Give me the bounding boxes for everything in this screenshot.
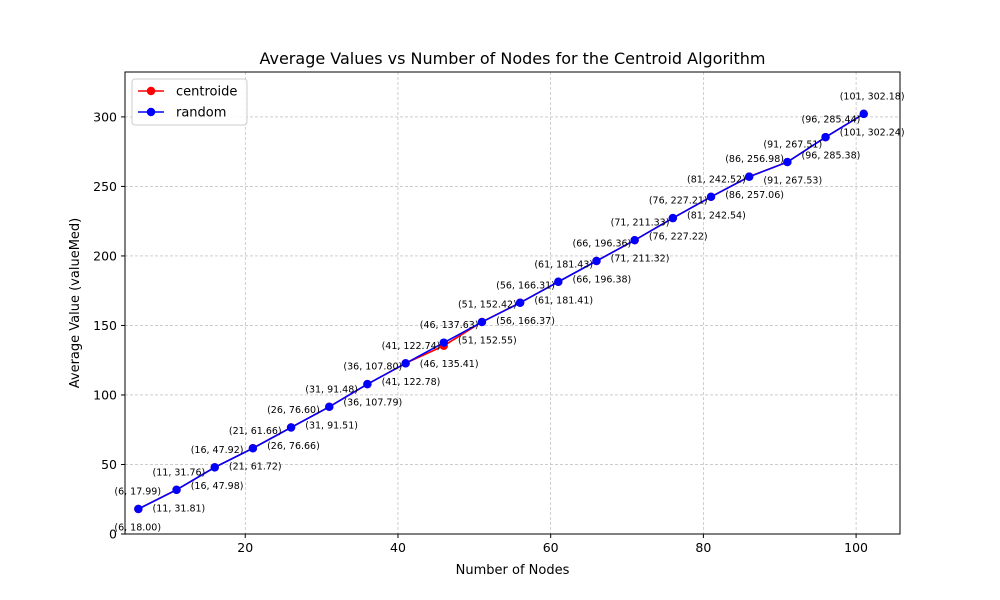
random-data-label: (66, 196.36): [572, 238, 631, 249]
y-tick-label: 250: [93, 179, 117, 194]
random-data-label: (81, 242.52): [687, 174, 746, 185]
random-point: [286, 423, 296, 432]
centroide-data-label: (26, 76.66): [267, 441, 320, 452]
centroide-data-label: (101, 302.24): [840, 127, 905, 138]
random-data-label: (76, 227.21): [649, 196, 708, 207]
random-data-label: (91, 267.51): [763, 140, 822, 151]
centroide-data-label: (46, 135.41): [420, 359, 479, 370]
centroide-data-label: (91, 267.53): [763, 176, 822, 187]
random-data-label: (11, 31.76): [153, 467, 206, 478]
axes-ticks: 20 40 60 80 100 0 50 100 150 200 250 300: [93, 109, 868, 555]
x-axis-title: Number of Nodes: [456, 563, 570, 578]
random-point: [630, 235, 639, 245]
random-point: [248, 444, 258, 453]
random-point: [210, 463, 219, 472]
random-data-label: (26, 76.60): [267, 405, 320, 416]
centroide-data-label: (66, 196.38): [572, 274, 631, 285]
random-data-label: (6, 17.99): [114, 486, 161, 497]
centroide-data-label: (71, 211.32): [611, 254, 670, 265]
legend-label-centroide: centroide: [176, 85, 237, 100]
y-tick-label: 100: [93, 387, 117, 402]
y-tick-label: 50: [101, 457, 117, 472]
random-point: [554, 277, 563, 286]
random-data-label: (51, 152.42): [458, 300, 517, 311]
random-point: [783, 157, 792, 167]
random-line: [138, 113, 865, 510]
random-point: [706, 192, 716, 202]
random-data-label: (16, 47.92): [191, 445, 244, 456]
random-data-label: (46, 137.63): [420, 320, 479, 331]
random-data-label: (61, 181.43): [534, 259, 593, 270]
centroide-data-label: (6, 18.00): [114, 522, 161, 533]
random-point: [172, 485, 181, 495]
random-data-label: (31, 91.48): [305, 384, 358, 395]
x-tick-label: 40: [390, 540, 406, 555]
random-point: [325, 402, 334, 412]
x-tick-label: 60: [543, 540, 559, 555]
random-data-label: (86, 256.98): [725, 154, 784, 165]
random-data-label: (36, 107.80): [343, 362, 402, 373]
legend-marker-random: [146, 107, 156, 117]
legend-marker-centroide: [146, 86, 156, 96]
random-point: [439, 338, 448, 347]
series: [134, 109, 868, 514]
x-tick-label: 80: [695, 540, 711, 555]
y-tick-label: 300: [93, 109, 117, 124]
x-tick-label: 20: [237, 540, 253, 555]
centroide-data-label: (76, 227.22): [649, 232, 708, 243]
y-tick-label: 150: [93, 318, 117, 333]
random-point: [515, 298, 525, 307]
centroide-data-label: (81, 242.54): [687, 210, 746, 221]
random-point: [668, 213, 678, 223]
centroide-data-label: (51, 152.55): [458, 335, 517, 346]
random-point: [592, 256, 601, 266]
random-point: [401, 359, 410, 368]
centroide-data-label: (21, 61.72): [229, 462, 282, 473]
random-point: [363, 379, 372, 389]
random-data-label: (56, 166.31): [496, 280, 555, 291]
legend-label-random: random: [176, 106, 226, 121]
annotations: (6, 18.00) (11, 31.81) (16, 47.98) (21, 61.…: [114, 91, 904, 533]
legend: centroide random: [131, 78, 248, 126]
random-point: [134, 504, 143, 514]
random-data-label: (41, 122.74): [382, 341, 441, 352]
y-tick-label: 0: [109, 527, 117, 542]
centroide-data-label: (36, 107.79): [343, 398, 402, 409]
y-axis-title: Average Value (valueMed): [68, 218, 83, 388]
chart-title: Average Values vs Number of Nodes for th…: [259, 49, 765, 68]
y-tick-label: 200: [93, 248, 117, 263]
random-data-label: (101, 302.18): [840, 91, 905, 102]
centroide-data-label: (11, 31.81): [153, 503, 206, 514]
random-point: [477, 317, 487, 327]
random-data-label: (21, 61.66): [229, 426, 282, 437]
centroide-data-label: (41, 122.78): [382, 377, 441, 388]
plot-area: [124, 71, 901, 535]
x-tick-label: 100: [844, 540, 868, 555]
random-data-label: (71, 211.33): [611, 218, 670, 229]
centroide-data-label: (96, 285.38): [802, 151, 861, 162]
random-point: [821, 132, 830, 142]
centroide-data-label: (16, 47.98): [191, 481, 244, 492]
centroide-data-label: (61, 181.41): [534, 295, 593, 306]
random-point: [859, 109, 868, 119]
centroide-data-label: (31, 91.51): [305, 420, 358, 431]
random-point: [744, 172, 754, 181]
random-data-label: (96, 285.44): [802, 115, 861, 126]
centroide-data-label: (86, 257.06): [725, 190, 784, 201]
centroide-data-label: (56, 166.37): [496, 316, 555, 327]
